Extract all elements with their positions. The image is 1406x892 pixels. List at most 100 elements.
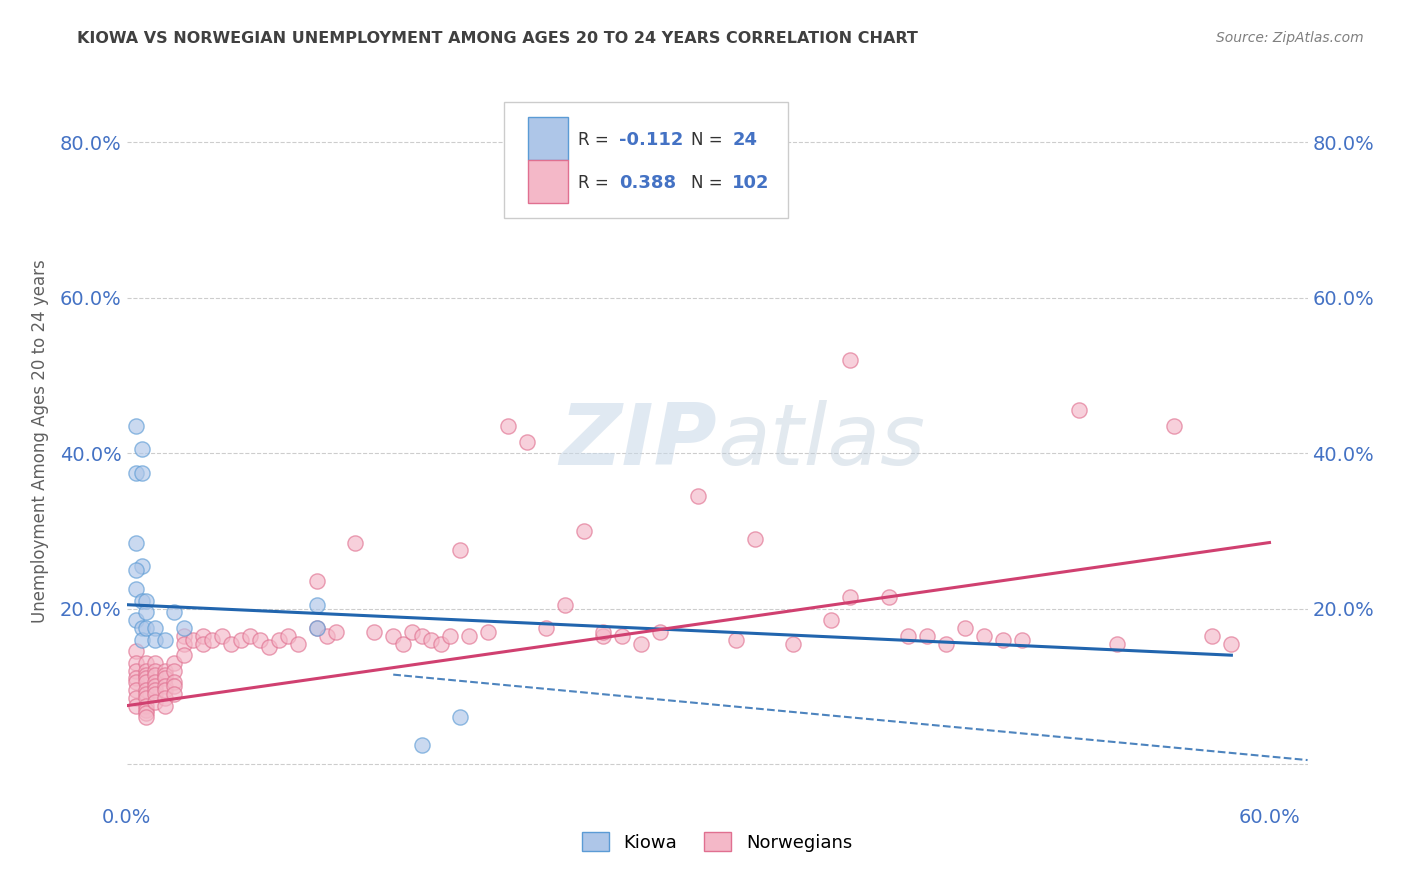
Point — [125, 466, 148, 480]
Point — [143, 687, 166, 701]
Point — [325, 624, 347, 639]
Point — [125, 672, 148, 686]
Point — [411, 738, 433, 752]
Point — [305, 574, 328, 589]
Point — [267, 632, 290, 647]
Point — [125, 419, 148, 434]
Text: N =: N = — [692, 174, 728, 192]
Point — [143, 621, 166, 635]
Point — [430, 636, 453, 650]
Point — [191, 629, 214, 643]
Point — [153, 679, 176, 693]
Point — [896, 629, 918, 643]
Text: ZIP: ZIP — [560, 400, 717, 483]
Text: 0.388: 0.388 — [619, 174, 676, 192]
Point — [135, 621, 157, 635]
Point — [420, 632, 443, 647]
Point — [153, 672, 176, 686]
Point — [143, 667, 166, 681]
Point — [135, 687, 157, 701]
Point — [143, 679, 166, 693]
Text: -0.112: -0.112 — [619, 130, 683, 149]
Point — [249, 632, 271, 647]
Point — [315, 629, 337, 643]
Point — [163, 675, 186, 690]
Point — [411, 629, 433, 643]
Point — [125, 690, 148, 705]
Point — [135, 706, 157, 721]
Point — [143, 664, 166, 678]
Point — [125, 664, 148, 678]
Point — [305, 621, 328, 635]
Point — [477, 624, 499, 639]
Point — [686, 489, 709, 503]
Point — [1107, 636, 1129, 650]
Point — [135, 710, 157, 724]
Text: atlas: atlas — [717, 400, 925, 483]
Point — [592, 629, 614, 643]
Point — [534, 621, 557, 635]
Point — [125, 698, 148, 713]
Point — [1011, 632, 1033, 647]
Point — [143, 695, 166, 709]
Text: Source: ZipAtlas.com: Source: ZipAtlas.com — [1216, 31, 1364, 45]
Text: KIOWA VS NORWEGIAN UNEMPLOYMENT AMONG AGES 20 TO 24 YEARS CORRELATION CHART: KIOWA VS NORWEGIAN UNEMPLOYMENT AMONG AG… — [77, 31, 918, 46]
Point — [449, 710, 471, 724]
Point — [125, 535, 148, 549]
Point — [125, 683, 148, 698]
Point — [1163, 419, 1185, 434]
Point — [458, 629, 481, 643]
Point — [211, 629, 233, 643]
Point — [287, 636, 309, 650]
Point — [131, 442, 153, 457]
Point — [135, 606, 157, 620]
Point — [125, 675, 148, 690]
Point — [401, 624, 423, 639]
Text: 102: 102 — [733, 174, 770, 192]
Point — [1201, 629, 1223, 643]
Point — [153, 632, 176, 647]
Y-axis label: Unemployment Among Ages 20 to 24 years: Unemployment Among Ages 20 to 24 years — [31, 260, 49, 624]
Point — [439, 629, 461, 643]
Point — [135, 664, 157, 678]
Point — [163, 687, 186, 701]
Point — [135, 675, 157, 690]
Point — [1067, 403, 1090, 417]
Point — [173, 621, 195, 635]
Text: N =: N = — [692, 130, 728, 149]
Point — [344, 535, 367, 549]
Point — [143, 632, 166, 647]
Point — [1220, 636, 1243, 650]
Point — [201, 632, 224, 647]
Point — [153, 690, 176, 705]
Point — [181, 632, 204, 647]
Point — [191, 636, 214, 650]
Point — [125, 563, 148, 577]
Point — [173, 629, 195, 643]
Point — [125, 613, 148, 627]
Point — [163, 679, 186, 693]
Point — [135, 690, 157, 705]
Point — [305, 598, 328, 612]
Point — [153, 664, 176, 678]
Point — [125, 582, 148, 596]
Point — [173, 648, 195, 663]
Point — [610, 629, 633, 643]
Point — [153, 698, 176, 713]
Point — [135, 594, 157, 608]
Point — [935, 636, 957, 650]
Point — [163, 606, 186, 620]
Point — [131, 466, 153, 480]
Point — [391, 636, 413, 650]
Point — [744, 532, 766, 546]
Point — [496, 419, 519, 434]
Point — [125, 644, 148, 658]
Point — [725, 632, 748, 647]
Point — [630, 636, 652, 650]
Point — [449, 543, 471, 558]
Point — [648, 624, 671, 639]
Point — [135, 698, 157, 713]
Point — [277, 629, 299, 643]
Point — [363, 624, 385, 639]
Point — [877, 590, 900, 604]
